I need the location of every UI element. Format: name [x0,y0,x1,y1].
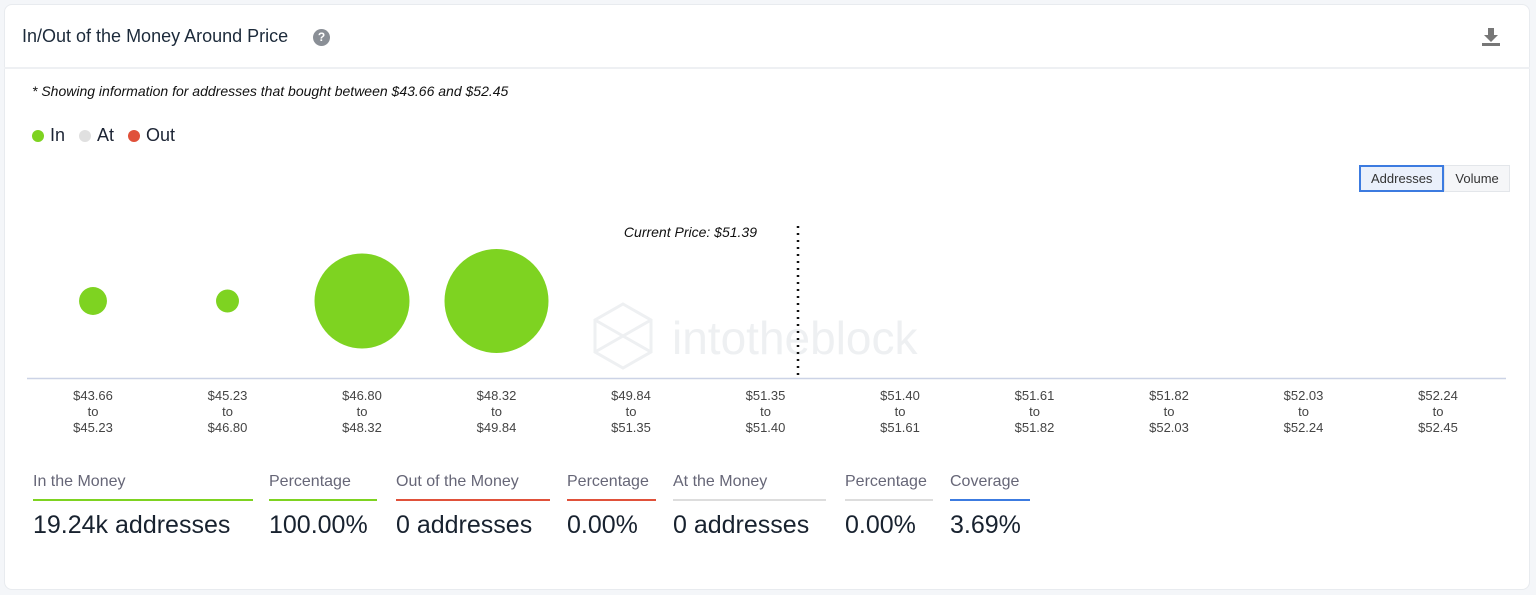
x-tick-label: $48.32 [477,388,517,403]
stat-value: 100.00% [269,511,368,539]
card-title: In/Out of the Money Around Price [22,26,289,46]
legend-dot [79,129,92,142]
stat-value: 19.24k addresses [33,511,231,539]
stat-4: At the Money 0 addresses [673,473,826,540]
legend-item-at[interactable]: At [79,125,114,146]
watermark-logo-icon [593,302,653,370]
x-tick-label: to [760,404,771,419]
stat-value: 0 addresses [396,511,533,539]
range-note: * Showing information for addresses that… [32,83,509,99]
stat-2: Out of the Money 0 addresses [396,473,550,540]
x-tick-label: to [1029,404,1040,419]
stat-value: 0.00% [845,511,916,539]
x-tick-label: $52.03 [1149,420,1189,435]
legend: In At Out [32,125,175,146]
watermark: intotheblock [672,312,918,364]
question-circle-icon[interactable]: ? [313,29,330,46]
bubble-in[interactable] [79,287,107,315]
x-tick-label: $51.82 [1149,388,1189,403]
x-tick-label: to [357,404,368,419]
x-tick-label: $52.45 [1418,420,1458,435]
x-tick-label: $51.61 [1015,388,1055,403]
stat-label: At the Money [673,473,826,501]
x-tick-label: to [491,404,502,419]
x-tick-label: $43.66 [73,388,113,403]
stat-label: Out of the Money [396,473,550,501]
x-tick-label: $51.61 [880,420,920,435]
stat-value: 0.00% [567,511,638,539]
download-icon[interactable] [1480,26,1502,48]
bubble-in[interactable] [444,249,549,353]
stat-6: Coverage 3.69% [950,473,1030,540]
volume-toggle-button[interactable]: Volume [1444,165,1510,192]
x-tick-label: $51.40 [880,388,920,403]
stat-label: Percentage [269,473,377,501]
stat-label: Percentage [845,473,933,501]
x-tick-label: $51.40 [746,420,786,435]
legend-label: In [50,125,66,145]
x-tick-label: $52.24 [1418,388,1458,403]
x-tick-label: to [1433,404,1444,419]
x-tick-label: $45.23 [73,420,113,435]
bubble-in[interactable] [314,253,410,349]
stat-1: Percentage 100.00% [269,473,377,540]
x-tick-label: $45.23 [208,388,248,403]
legend-item-out[interactable]: Out [128,125,175,146]
legend-label: At [97,125,115,145]
stat-label: In the Money [33,473,253,501]
legend-label: Out [146,125,176,145]
stat-5: Percentage 0.00% [845,473,933,540]
stat-0: In the Money 19.24k addresses [33,473,253,540]
legend-dot [32,129,44,142]
x-tick-label: $48.32 [342,420,382,435]
addresses-toggle-button[interactable]: Addresses [1359,165,1445,192]
card-header: In/Out of the Money Around Price ? [4,4,1530,69]
x-tick-label: to [88,404,99,419]
current-price-label: Current Price: $51.39 [624,224,757,240]
x-tick-label: $51.35 [611,420,651,435]
x-tick-label: $52.24 [1284,420,1324,435]
x-tick-label: $51.82 [1015,420,1055,435]
stat-label: Percentage [567,473,656,501]
metric-toggle: Addresses Volume [1359,165,1510,192]
legend-dot [128,129,141,142]
iomap-card [4,4,1530,590]
stat-label: Coverage [950,473,1030,501]
x-tick-label: to [626,404,637,419]
stat-value: 0 addresses [673,511,810,539]
x-tick-label: $46.80 [342,388,382,403]
x-tick-label: $49.84 [477,420,517,435]
x-tick-label: $46.80 [208,420,248,435]
x-tick-label: $51.35 [746,388,786,403]
x-tick-label: to [895,404,906,419]
x-tick-label: to [1298,404,1309,419]
bubble-chart: intotheblock$43.66to$45.23$45.23to$46.80… [27,224,1506,435]
x-tick-label: to [1164,404,1175,419]
legend-item-in[interactable]: In [32,125,65,146]
x-tick-label: to [222,404,233,419]
bubble-in[interactable] [216,289,239,313]
stat-value: 3.69% [950,511,1021,539]
x-tick-label: $49.84 [611,388,651,403]
stat-3: Percentage 0.00% [567,473,656,540]
x-tick-label: $52.03 [1284,388,1324,403]
